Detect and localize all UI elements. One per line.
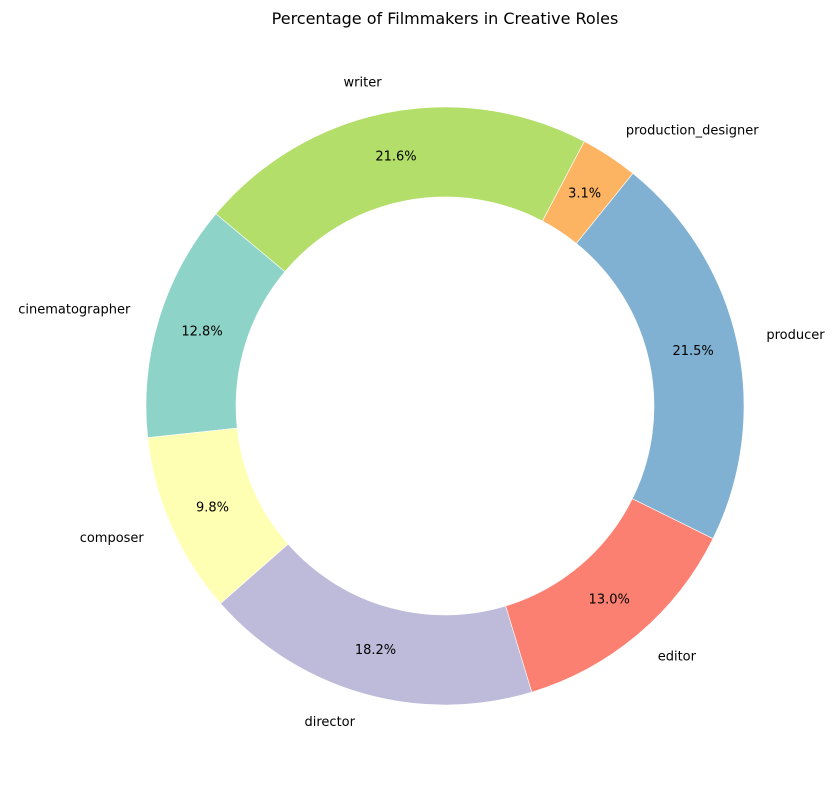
percent-label-producer: 21.5% (672, 344, 713, 359)
slice-writer (215, 106, 585, 273)
percent-label-writer: 21.6% (375, 149, 416, 164)
category-label-editor: editor (658, 649, 697, 664)
percent-label-production-designer: 3.1% (568, 186, 601, 201)
slice-producer (575, 172, 745, 539)
category-label-director: director (305, 715, 356, 730)
percent-label-editor: 13.0% (589, 592, 630, 607)
percent-labels: 12.8% 9.8% 18.2% 13.0% 21.5% 3.1% 21.6% (181, 149, 713, 658)
category-label-composer: composer (80, 531, 145, 546)
category-label-writer: writer (344, 76, 383, 91)
percent-label-director: 18.2% (355, 643, 396, 658)
category-label-producer: producer (766, 328, 825, 343)
chart-title: Percentage of Filmmakers in Creative Rol… (272, 9, 619, 28)
category-labels: cinematographer composer director editor pro… (18, 76, 825, 730)
slice-director (220, 543, 533, 706)
percent-label-composer: 9.8% (196, 501, 229, 516)
category-label-production-designer: production_designer (626, 124, 759, 139)
percent-label-cinematographer: 12.8% (181, 324, 222, 339)
donut-slices (145, 106, 745, 706)
category-label-cinematographer: cinematographer (18, 303, 131, 318)
